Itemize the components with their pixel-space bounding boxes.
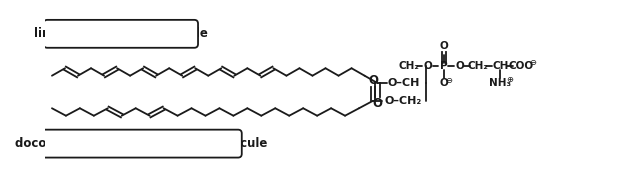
Text: CH₂: CH₂ <box>468 61 488 71</box>
Text: ⊖: ⊖ <box>529 58 536 67</box>
Text: O–CH₂: O–CH₂ <box>384 96 421 106</box>
Text: CH: CH <box>492 61 509 71</box>
Text: CH₂: CH₂ <box>399 61 420 71</box>
Text: COO: COO <box>508 61 534 71</box>
Text: O: O <box>372 97 383 110</box>
FancyBboxPatch shape <box>41 130 242 158</box>
Text: O–CH: O–CH <box>387 78 420 88</box>
Text: linoleic acid (LA) molecule: linoleic acid (LA) molecule <box>34 27 208 40</box>
Text: NH₃: NH₃ <box>490 78 511 88</box>
Text: P: P <box>440 61 447 71</box>
Text: O: O <box>368 74 378 87</box>
Text: O: O <box>439 41 448 51</box>
Text: O: O <box>455 61 464 71</box>
Text: O: O <box>439 78 448 88</box>
FancyBboxPatch shape <box>44 20 198 48</box>
Text: ⊖: ⊖ <box>445 76 452 85</box>
Text: docosahexaenoic acid (DHA) molecule: docosahexaenoic acid (DHA) molecule <box>15 137 268 150</box>
Text: O: O <box>424 61 432 71</box>
Text: ⊕: ⊕ <box>506 75 513 84</box>
